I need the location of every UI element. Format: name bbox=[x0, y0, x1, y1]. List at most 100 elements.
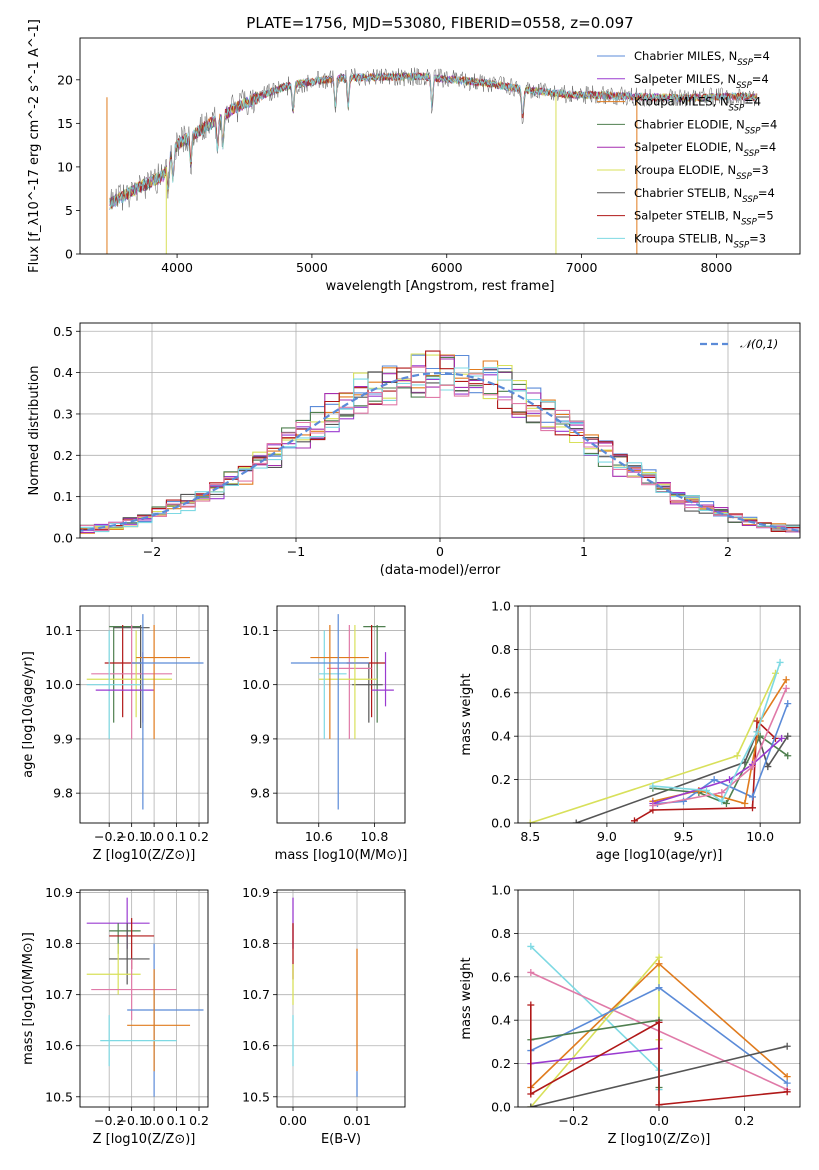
y-tick-label: 0.0 bbox=[491, 1100, 511, 1115]
gaussian-curve bbox=[80, 371, 800, 532]
y-axis-label: mass weight bbox=[459, 673, 474, 755]
legend-entry: Salpeter ELODIE, NSSP=4 bbox=[634, 140, 776, 159]
weight-point-marker bbox=[783, 1079, 791, 1087]
legend-entry: Chabrier STELIB, NSSP=4 bbox=[634, 186, 775, 205]
weight-point-marker bbox=[741, 799, 749, 807]
weight-point-marker bbox=[527, 1001, 535, 1009]
residuals-panel: −2 −1 0 1 2 0.0 0.1 0.2 0.3 0.4 0.5 (data-model)/er… bbox=[27, 322, 801, 578]
weight-series-6 bbox=[530, 1019, 660, 1088]
weight-series-3 bbox=[530, 955, 660, 1107]
spectrum-plot-area bbox=[106, 67, 758, 254]
y-tick-label: 10.0 bbox=[242, 677, 270, 692]
legend-entry: Salpeter MILES, NSSP=4 bbox=[634, 72, 769, 91]
weight-point-marker bbox=[655, 1018, 663, 1026]
y-tick-label: 1.0 bbox=[491, 599, 511, 614]
axes-frame bbox=[276, 889, 406, 1108]
x-tick-label: 7000 bbox=[566, 260, 598, 275]
y-tick-label: 0.6 bbox=[491, 969, 511, 984]
spectrum-panel: 4000 5000 6000 7000 8000 0 5 10 15 20 wavelength [… bbox=[27, 19, 801, 294]
y-axis-label: mass weight bbox=[459, 957, 474, 1039]
x-tick-label: 0.00 bbox=[279, 1113, 307, 1128]
x-tick-label: 0.0 bbox=[649, 1113, 669, 1128]
weight-point-marker bbox=[572, 819, 580, 823]
spectrum-line-9 bbox=[109, 72, 758, 208]
axes-frame bbox=[79, 605, 209, 824]
x-tick-label: 0.01 bbox=[343, 1113, 371, 1128]
weight-point-marker bbox=[655, 960, 663, 968]
legend-entry: 𝒩(0,1) bbox=[740, 337, 778, 351]
weight-point-marker bbox=[748, 763, 756, 771]
x-tick-label: −1 bbox=[287, 544, 305, 559]
age_vs_mass-panel: 10.6 10.8 9.8 9.9 10.0 10.1 mass [log10(M/M⊙)] bbox=[242, 605, 408, 863]
axes-frame bbox=[276, 605, 406, 824]
axes-frame bbox=[79, 322, 801, 539]
figure-title: PLATE=1756, MJD=53080, FIBERID=0558, z=0… bbox=[246, 14, 633, 32]
legend-entry: Salpeter STELIB, NSSP=5 bbox=[634, 209, 774, 228]
x-axis-label: (data-model)/error bbox=[380, 563, 501, 578]
x-axis-label: mass [log10(M/M⊙)] bbox=[275, 848, 408, 863]
age_vs_Z-plot-area bbox=[80, 606, 208, 823]
weight-point-marker bbox=[703, 786, 711, 794]
weight-point-marker bbox=[764, 763, 772, 771]
y-tick-label: 10.5 bbox=[45, 1089, 73, 1104]
y-tick-label: 0.6 bbox=[491, 685, 511, 700]
y-tick-label: 20 bbox=[57, 72, 73, 87]
y-axis-label: Flux [f_λ10^-17 erg cm^-2 s^-1 A^-1] bbox=[27, 19, 42, 273]
weight-point-marker bbox=[776, 658, 784, 666]
x-tick-label: 2 bbox=[724, 544, 732, 559]
weight-point-marker bbox=[784, 732, 792, 740]
weight-series-6 bbox=[652, 679, 787, 805]
x-tick-label: 10.0 bbox=[746, 829, 774, 844]
mass_vs_ebv-plot-area bbox=[277, 890, 405, 1107]
x-tick-label: −0.2 bbox=[94, 1113, 124, 1128]
y-tick-label: 0.2 bbox=[491, 772, 511, 787]
y-tick-label: 10.8 bbox=[242, 936, 270, 951]
weight-point-marker bbox=[783, 1042, 791, 1050]
y-tick-label: 1.0 bbox=[491, 883, 511, 898]
weight-point-marker bbox=[527, 942, 535, 950]
weight-point-marker bbox=[782, 676, 790, 684]
y-tick-label: 15 bbox=[57, 116, 73, 131]
y-tick-label: 10.8 bbox=[45, 936, 73, 951]
weight-point-marker bbox=[783, 1073, 791, 1081]
y-tick-label: 0.8 bbox=[491, 926, 511, 941]
weight-point-marker bbox=[718, 797, 726, 805]
x-tick-label: −0.1 bbox=[116, 1113, 146, 1128]
x-tick-label: 8000 bbox=[700, 260, 732, 275]
weight-point-marker bbox=[784, 700, 792, 708]
y-tick-label: 0.2 bbox=[491, 1056, 511, 1071]
x-tick-label: 9.5 bbox=[674, 829, 694, 844]
y-tick-label: 10.7 bbox=[242, 987, 270, 1002]
weight-point-marker bbox=[527, 1103, 535, 1107]
y-tick-label: 10.6 bbox=[242, 1038, 270, 1053]
x-tick-label: −0.2 bbox=[94, 829, 124, 844]
weight-point-marker bbox=[753, 728, 761, 736]
weight-point-marker bbox=[655, 1101, 663, 1107]
y-tick-label: 10.5 bbox=[242, 1089, 270, 1104]
weight-point-marker bbox=[680, 797, 688, 805]
legend-entry: Chabrier ELODIE, NSSP=4 bbox=[634, 117, 777, 136]
y-tick-label: 0.5 bbox=[53, 324, 73, 339]
legend-entry: Kroupa ELODIE, NSSP=3 bbox=[634, 163, 769, 182]
residual-histogram-10 bbox=[80, 366, 800, 536]
weight-point-marker bbox=[783, 1088, 791, 1096]
weight_vs_Z-panel: −0.2 0.0 0.2 0.0 0.2 0.4 0.6 0.8 1.0 Z [log10(Z/Z… bbox=[459, 883, 801, 1147]
x-tick-label: 10.6 bbox=[305, 829, 333, 844]
x-tick-label: 0.0 bbox=[144, 829, 164, 844]
y-tick-label: 0.0 bbox=[491, 816, 511, 831]
mass_vs_Z-plot-area bbox=[80, 890, 208, 1107]
x-tick-label: 9.0 bbox=[597, 829, 617, 844]
weight-point-marker bbox=[649, 802, 657, 810]
y-axis-label: mass [log10(M/M⊙)] bbox=[21, 932, 36, 1065]
age_vs_Z-panel: −0.2−0.10.0 0.1 0.2 9.8 9.9 10.0 10.1 Z [log10(… bbox=[21, 605, 209, 863]
y-tick-label: 10.9 bbox=[242, 885, 270, 900]
x-tick-label: 0.2 bbox=[735, 1113, 755, 1128]
weight-point-marker bbox=[655, 984, 663, 992]
legend-entry: Kroupa STELIB, NSSP=3 bbox=[634, 231, 766, 250]
x-tick-label: 8.5 bbox=[520, 829, 540, 844]
weight-point-marker bbox=[748, 793, 756, 801]
y-tick-label: 5 bbox=[65, 203, 73, 218]
x-tick-label: 5000 bbox=[296, 260, 328, 275]
weight_vs_age-plot-area bbox=[518, 606, 800, 823]
